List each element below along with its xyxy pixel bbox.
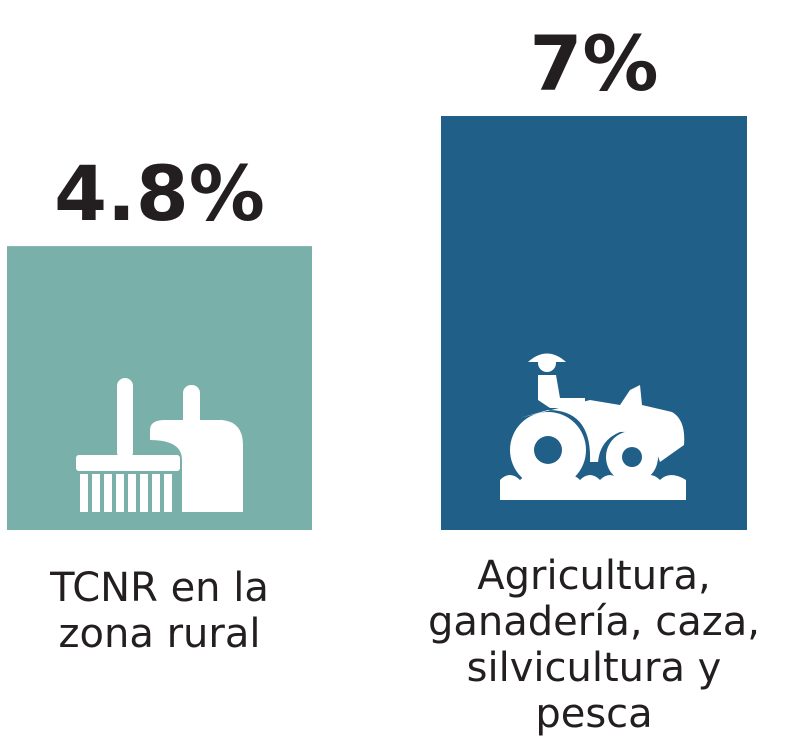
bar bbox=[441, 116, 747, 530]
value-label: 7% bbox=[529, 19, 658, 108]
value-label: 4.8% bbox=[54, 149, 265, 238]
category-label: TCNR en la zona rural bbox=[50, 565, 269, 657]
broom-icon bbox=[76, 378, 243, 512]
bars bbox=[7, 116, 747, 530]
tractor-icon bbox=[500, 353, 686, 500]
category-label: Agricultura, ganadería, caza, silvicultu… bbox=[428, 553, 760, 737]
